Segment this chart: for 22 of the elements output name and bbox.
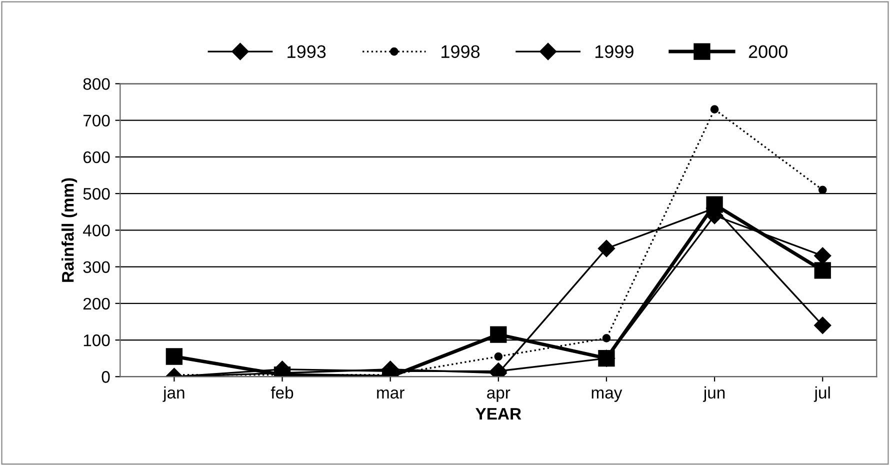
y-tick-label: 800 — [83, 78, 110, 90]
x-tick-label: feb — [270, 386, 294, 399]
legend-label: 2000 — [748, 45, 788, 58]
x-axis-title: YEAR — [476, 408, 522, 420]
y-tick-label: 500 — [83, 188, 110, 200]
x-tick-label: jun — [703, 386, 725, 402]
x-tick-label: may — [592, 389, 622, 402]
y-tick-label: 100 — [84, 334, 110, 346]
legend-label: 1998 — [442, 45, 480, 58]
legend-label: 1993 — [288, 45, 326, 58]
y-tick-label: 600 — [83, 151, 110, 164]
y-tick-label: 400 — [83, 224, 110, 236]
x-tick-label: mar — [377, 389, 404, 399]
y-tick-label: 200 — [83, 298, 110, 310]
x-tick-label: jan — [162, 386, 184, 402]
y-tick-label: 700 — [83, 114, 110, 127]
y-axis-title: Rainfall (mm) — [62, 178, 78, 282]
y-tick-label: 300 — [83, 261, 110, 273]
legend-label: 1999 — [595, 45, 634, 58]
y-tick-label: 0 — [102, 371, 110, 383]
x-tick-label: jul — [814, 386, 830, 402]
x-tick-label: apr — [487, 389, 510, 402]
